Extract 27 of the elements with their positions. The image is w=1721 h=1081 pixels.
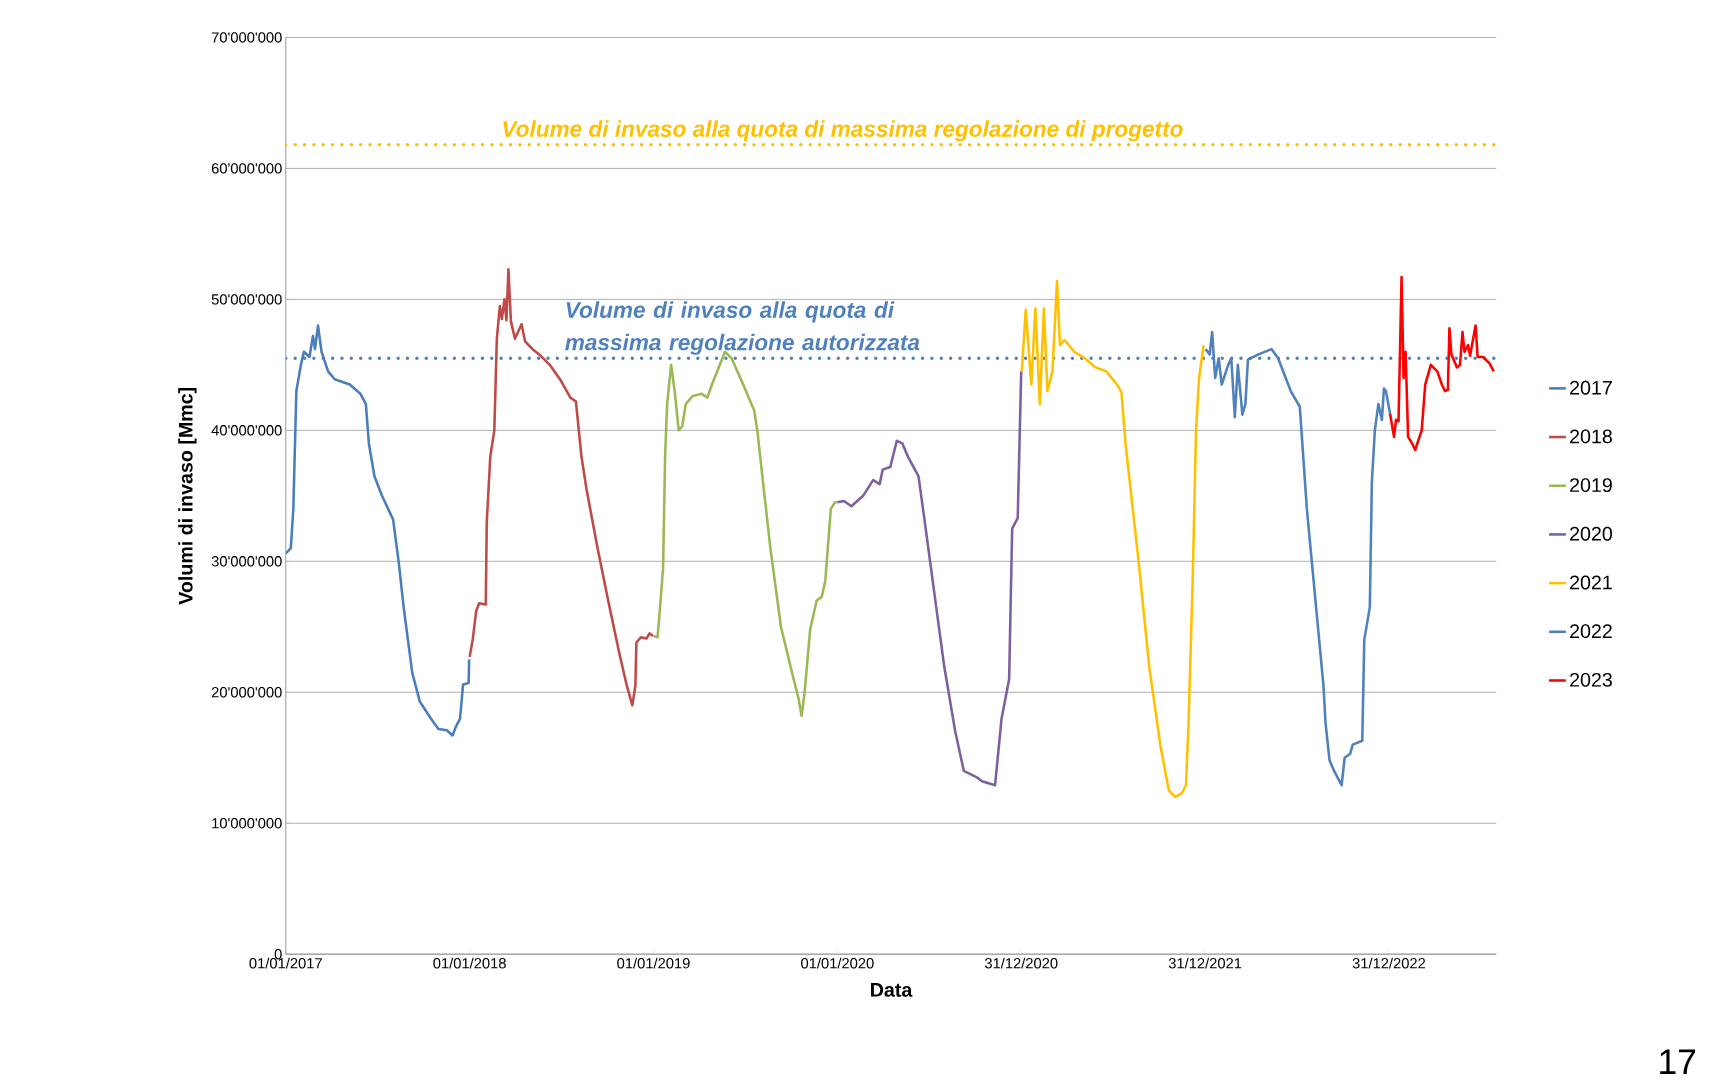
legend-label: 2021 (1570, 575, 1612, 590)
x-tick-label: 01/01/2020 (801, 957, 874, 969)
legend-label: 2019 (1570, 477, 1612, 492)
line-series (1388, 275, 1496, 452)
y-tick-label: 20'000'000 (211, 686, 282, 698)
text: 17 (1660, 1049, 1696, 1074)
y-tick-label: 50'000'000 (211, 293, 282, 305)
x-tick-label: 01/01/2018 (433, 957, 506, 969)
x-tick-label: 31/12/2022 (1352, 957, 1426, 969)
legend-label: 2023 (1570, 672, 1612, 687)
x-axis-title: Data (871, 982, 913, 997)
x-tick-label: 01/01/2019 (617, 957, 690, 969)
y-tick-label: 30'000'000 (211, 555, 282, 567)
x-tick-label: 31/12/2020 (984, 957, 1058, 969)
line-series (1020, 279, 1205, 799)
legend-label: 2017 (1570, 380, 1612, 395)
y-tick-label: 10'000'000 (212, 817, 282, 829)
legend-label: 2020 (1570, 526, 1613, 541)
y-axis-title: Volumi di invaso [Mmc] (178, 387, 197, 605)
y-tick-label: 70'000'000 (211, 32, 282, 43)
y-tick-label: 40'000'000 (211, 424, 282, 436)
ref-line-label: Volume di invaso alla quota di massima regolazione di progetto (503, 120, 1183, 142)
legend-label: 2022 (1570, 624, 1612, 638)
x-tick-label: 31/12/2021 (1168, 957, 1242, 969)
ref-line-label: Volume di invaso alla quota di massima regolazione autorizzata (565, 301, 920, 355)
y-tick-label: 60'000'000 (211, 163, 282, 174)
legend-label: 2018 (1570, 429, 1612, 444)
